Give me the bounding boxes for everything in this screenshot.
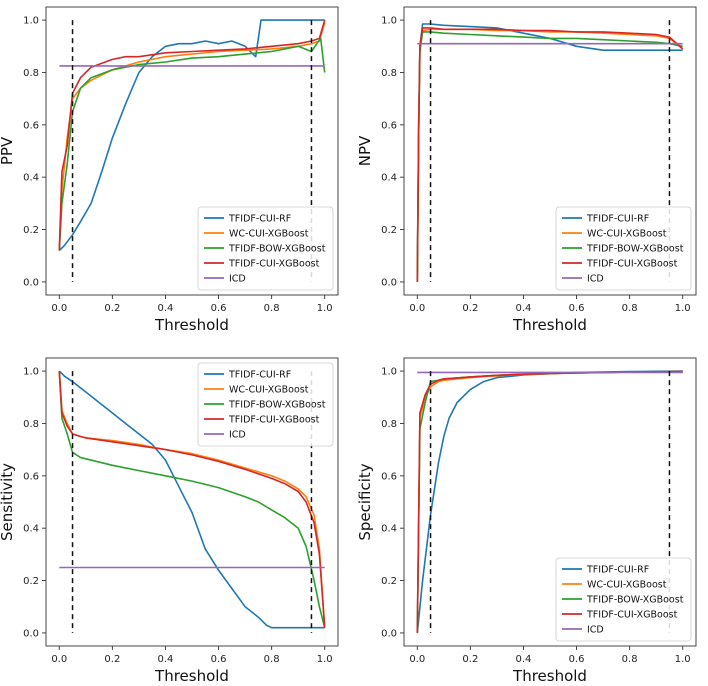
y-tick-label: 0.6 [381,120,397,131]
series-line-tfidf-cui-xgboost [58,371,326,628]
chart-panel-npv: 0.0 0.2 0.4 0.6 0.8 1.0 0.0 0.2 0.4 0.6 0.8 1.0 Thre… [356,6,697,334]
x-tick-label: 0.4 [158,303,174,314]
y-tick-label: 0.6 [23,120,39,131]
y-tick-label: 1.0 [23,16,39,27]
legend-label-tfidf-cui-rf: TFIDF-CUI-RF [228,214,291,225]
series-line-tfidf-cui-xgboost [58,19,326,251]
x-axis-label: Threshold [512,667,587,685]
y-tick-label: 0.0 [381,628,397,639]
x-tick-label: 0.0 [51,654,67,665]
chart-panel-sensitivity: 0.0 0.2 0.4 0.6 0.8 1.0 0.0 0.2 0.4 0.6 0.8 1.0 Thre… [0,357,339,685]
x-tick-label: 0.6 [569,303,585,314]
chart-panel-ppv: 0.0 0.2 0.4 0.6 0.8 1.0 0.0 0.2 0.4 0.6 0.8 1.0 Thre… [0,6,339,334]
y-axis-label: PPV [0,136,16,165]
y-tick-label: 0.4 [23,524,39,535]
y-tick-label: 0.0 [381,277,397,288]
y-tick-label: 0.8 [381,68,397,79]
x-tick-label: 0.4 [516,303,532,314]
x-tick-label: 0.0 [409,654,425,665]
x-tick-label: 0.8 [622,303,638,314]
legend-box [555,557,692,642]
y-tick-label: 0.2 [381,225,397,236]
x-tick-label: 0.2 [462,303,478,314]
y-tick-label: 0.0 [23,277,39,288]
x-tick-label: 0.2 [104,654,120,665]
legend-label-tfidf-cui-xgboost: TFIDF-CUI-XGBoost [228,415,320,426]
y-tick-label: 0.0 [23,628,39,639]
legend-label-icd: ICD [229,274,246,285]
x-tick-label: 0.4 [158,654,174,665]
x-tick-label: 0.8 [264,654,280,665]
legend-label-tfidf-cui-xgboost: TFIDF-CUI-XGBoost [586,259,678,270]
legend: TFIDF-CUI-RF WC-CUI-XGBoost TFIDF-BOW-XGBo… [197,206,334,291]
legend-label-tfidf-cui-rf: TFIDF-CUI-RF [586,214,649,225]
y-tick-label: 0.6 [381,471,397,482]
y-tick-label: 0.8 [381,419,397,430]
y-tick-label: 1.0 [23,367,39,378]
y-tick-label: 0.8 [23,419,39,430]
x-axis-label: Threshold [154,316,229,334]
x-tick-label: 0.2 [104,303,120,314]
legend-label-icd: ICD [587,625,604,636]
legend-box [197,206,334,291]
legend-label-tfidf-bow-xgboost: TFIDF-BOW-XGBoost [228,244,326,255]
x-tick-label: 0.6 [211,654,227,665]
legend: TFIDF-CUI-RF WC-CUI-XGBoost TFIDF-BOW-XGBo… [197,362,334,447]
x-tick-label: 1.0 [317,654,333,665]
x-tick-label: 0.6 [569,654,585,665]
x-tick-label: 0.0 [409,303,425,314]
x-tick-label: 0.6 [211,303,227,314]
legend-label-tfidf-bow-xgboost: TFIDF-BOW-XGBoost [228,400,326,411]
legend-label-tfidf-cui-xgboost: TFIDF-CUI-XGBoost [228,259,320,270]
legend-label-wc-cui-xgboost: WC-CUI-XGBoost [587,580,667,591]
x-tick-label: 0.8 [622,654,638,665]
x-tick-label: 0.2 [462,654,478,665]
series-line-tfidf-cui-rf [58,370,325,629]
y-tick-label: 0.2 [381,576,397,587]
x-tick-label: 0.8 [264,303,280,314]
x-tick-label: 0.4 [516,654,532,665]
y-tick-label: 1.0 [381,367,397,378]
y-tick-label: 0.6 [23,471,39,482]
series-line-tfidf-cui-rf [58,19,325,252]
y-axis-label: NPV [356,135,374,166]
legend-label-tfidf-cui-rf: TFIDF-CUI-RF [228,370,291,381]
y-tick-label: 1.0 [381,16,397,27]
legend-label-wc-cui-xgboost: WC-CUI-XGBoost [229,385,309,396]
y-tick-label: 0.2 [23,576,39,587]
legend-label-icd: ICD [587,274,604,285]
legend-label-wc-cui-xgboost: WC-CUI-XGBoost [229,229,309,240]
y-axis-label: Sensitivity [0,463,16,541]
x-tick-label: 1.0 [317,303,333,314]
x-axis-label: Threshold [154,667,229,685]
legend-label-wc-cui-xgboost: WC-CUI-XGBoost [587,229,667,240]
series-line-tfidf-cui-xgboost [416,27,684,282]
y-tick-label: 0.4 [381,524,397,535]
x-axis-label: Threshold [512,316,587,334]
legend: TFIDF-CUI-RF WC-CUI-XGBoost TFIDF-BOW-XGBo… [555,557,692,642]
legend-box [197,362,334,447]
series-line-tfidf-bow-xgboost [58,371,326,628]
legend-label-tfidf-bow-xgboost: TFIDF-BOW-XGBoost [586,244,684,255]
y-tick-label: 0.2 [23,225,39,236]
y-tick-label: 0.4 [381,173,397,184]
x-tick-label: 1.0 [675,303,691,314]
legend-label-tfidf-bow-xgboost: TFIDF-BOW-XGBoost [586,595,684,606]
y-tick-label: 0.8 [23,68,39,79]
y-axis-label: Specificity [356,463,374,540]
chart-panel-specificity: 0.0 0.2 0.4 0.6 0.8 1.0 0.0 0.2 0.4 0.6 0.8 1.0 Thre… [356,357,697,685]
x-tick-label: 1.0 [675,654,691,665]
legend-label-tfidf-cui-xgboost: TFIDF-CUI-XGBoost [586,610,678,621]
x-tick-label: 0.0 [51,303,67,314]
legend-label-tfidf-cui-rf: TFIDF-CUI-RF [586,565,649,576]
series-line-tfidf-bow-xgboost [58,37,326,251]
legend-label-icd: ICD [229,430,246,441]
y-tick-label: 0.4 [23,173,39,184]
legend: TFIDF-CUI-RF WC-CUI-XGBoost TFIDF-BOW-XGBo… [555,206,692,291]
legend-box [555,206,692,291]
